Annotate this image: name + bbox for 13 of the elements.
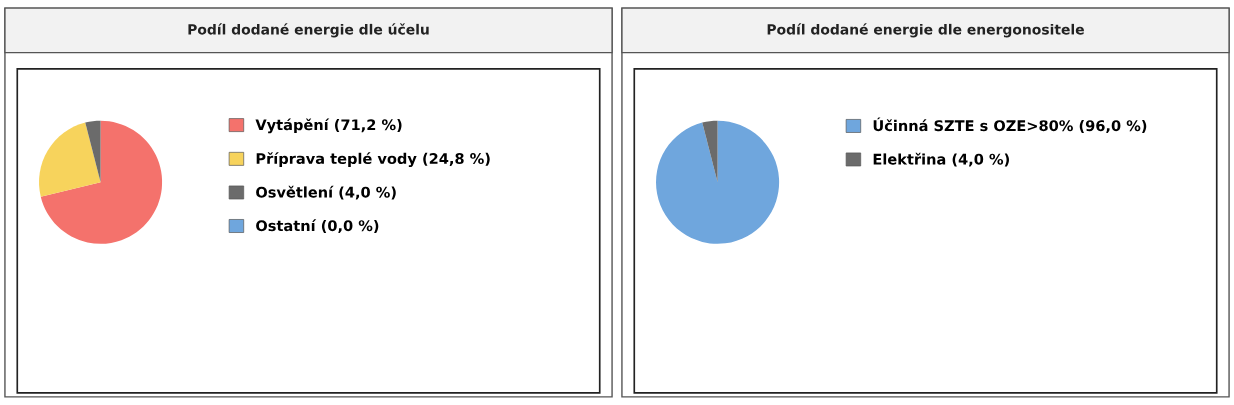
pie-slice bbox=[85, 120, 101, 183]
pie-slice bbox=[39, 122, 101, 197]
chart-title: Podíl dodané energie dle účelu bbox=[188, 23, 429, 38]
legend-label: Účinná SZTE s OZE>80% (96,0 %) bbox=[873, 117, 1147, 134]
legend-label: Příprava teplé vody (24,8 %) bbox=[256, 152, 490, 168]
chart-title: Podíl dodané energie dle energonositele bbox=[767, 23, 1084, 38]
pie-slice bbox=[702, 120, 718, 183]
legend-label: Vytápění (71,2 %) bbox=[255, 118, 402, 134]
pie-slice bbox=[656, 120, 780, 244]
legend-label: Elektřina (4,0 %) bbox=[873, 152, 1009, 167]
legend-label: Ostatní (0,0 %) bbox=[256, 219, 379, 234]
pie-slice bbox=[40, 120, 163, 244]
legend-label: Osvětlení (4,0 %) bbox=[256, 185, 396, 200]
